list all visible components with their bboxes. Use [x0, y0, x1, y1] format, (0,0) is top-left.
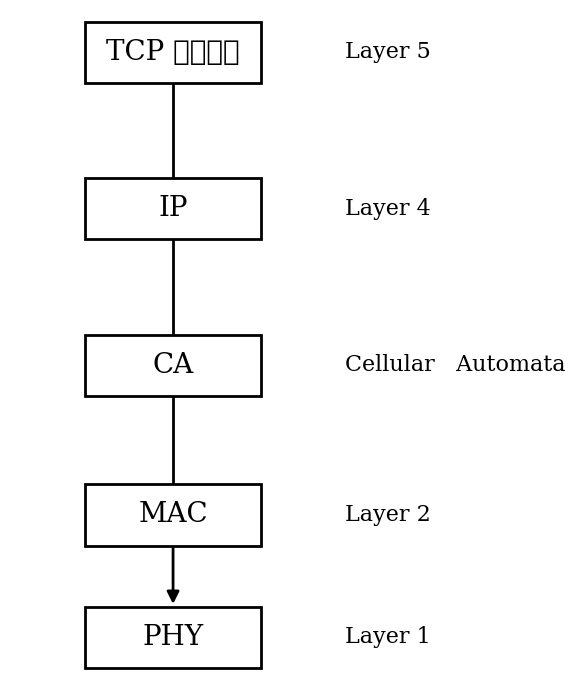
Text: PHY: PHY — [142, 624, 204, 651]
Text: IP: IP — [158, 195, 188, 223]
Text: Layer 1: Layer 1 — [345, 626, 431, 648]
FancyBboxPatch shape — [85, 484, 261, 546]
Text: Layer 5: Layer 5 — [345, 42, 431, 64]
Text: Layer 2: Layer 2 — [345, 504, 431, 526]
Text: Cellular   Automata: Cellular Automata — [345, 354, 565, 376]
Text: TCP 及以上层: TCP 及以上层 — [106, 39, 240, 66]
FancyBboxPatch shape — [85, 607, 261, 668]
FancyBboxPatch shape — [85, 22, 261, 83]
Text: Layer 4: Layer 4 — [345, 198, 431, 220]
FancyBboxPatch shape — [85, 178, 261, 240]
Text: MAC: MAC — [138, 501, 208, 529]
Text: CA: CA — [152, 352, 194, 379]
FancyBboxPatch shape — [85, 335, 261, 396]
